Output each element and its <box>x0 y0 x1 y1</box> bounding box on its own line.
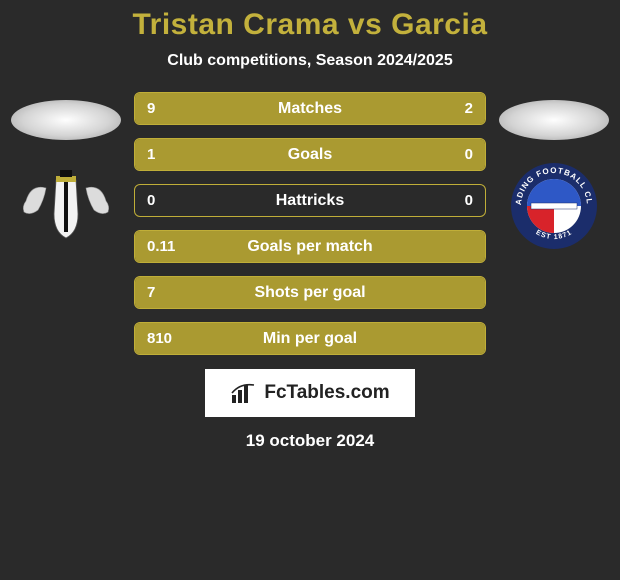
right-player-column: READING FOOTBALL CLUB EST 1871 <box>494 92 614 246</box>
bars-icon <box>230 381 258 405</box>
left-player-column <box>6 92 126 246</box>
stat-label: Goals <box>135 139 485 170</box>
stat-label: Hattricks <box>135 185 485 216</box>
comparison-row: 92Matches 10Goals 00Hattricks 0.11Goals per… <box>0 92 620 355</box>
footer: FcTables.com 19 october 2024 <box>0 369 620 451</box>
stat-label: Goals per match <box>135 231 485 262</box>
left-club-badge <box>16 166 116 246</box>
stat-bar: 00Hattricks <box>134 184 486 217</box>
left-player-silhouette <box>11 100 121 140</box>
stat-bar: 0.11Goals per match <box>134 230 486 263</box>
stat-label: Matches <box>135 93 485 124</box>
right-club-badge: READING FOOTBALL CLUB EST 1871 <box>504 166 604 246</box>
stat-bars: 92Matches 10Goals 00Hattricks 0.11Goals per… <box>134 92 486 355</box>
right-player-silhouette <box>499 100 609 140</box>
stat-bar: 92Matches <box>134 92 486 125</box>
stat-bar: 10Goals <box>134 138 486 171</box>
date-text: 19 october 2024 <box>246 431 375 451</box>
stat-label: Min per goal <box>135 323 485 354</box>
subtitle: Club competitions, Season 2024/2025 <box>0 52 620 70</box>
page-title: Tristan Crama vs Garcia <box>0 8 620 42</box>
stat-label: Shots per goal <box>135 277 485 308</box>
fctables-logo: FcTables.com <box>205 369 415 417</box>
logo-text: FcTables.com <box>264 382 389 404</box>
stat-bar: 7Shots per goal <box>134 276 486 309</box>
stat-bar: 810Min per goal <box>134 322 486 355</box>
